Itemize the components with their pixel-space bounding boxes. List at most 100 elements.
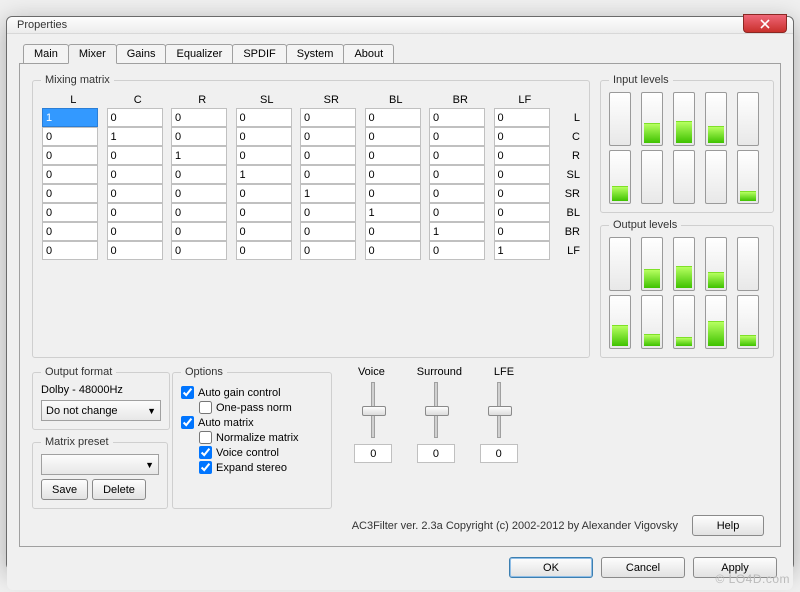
auto-gain-checkbox[interactable]: Auto gain control (181, 386, 323, 399)
matrix-cell[interactable] (429, 203, 485, 222)
delete-button[interactable]: Delete (92, 479, 146, 500)
matrix-cell[interactable] (429, 146, 485, 165)
matrix-cell[interactable] (171, 146, 227, 165)
matrix-cell[interactable] (236, 108, 292, 127)
matrix-cell[interactable] (365, 108, 421, 127)
normalize-checkbox[interactable]: Normalize matrix (199, 431, 323, 444)
tab-main[interactable]: Main (23, 44, 69, 63)
matrix-cell[interactable] (300, 146, 356, 165)
matrix-cell[interactable] (236, 165, 292, 184)
matrix-cell[interactable] (365, 127, 421, 146)
cancel-button[interactable]: Cancel (601, 557, 685, 578)
level-meter (609, 150, 631, 204)
matrix-cell[interactable] (107, 241, 163, 260)
matrix-cell[interactable] (236, 127, 292, 146)
matrix-cell[interactable] (494, 165, 550, 184)
matrix-cell[interactable] (365, 165, 421, 184)
matrix-cell[interactable] (429, 108, 485, 127)
matrix-cell[interactable] (107, 165, 163, 184)
ok-button[interactable]: OK (509, 557, 593, 578)
matrix-cell[interactable] (494, 127, 550, 146)
matrix-cell[interactable] (42, 165, 98, 184)
matrix-cell[interactable] (171, 108, 227, 127)
matrix-cell[interactable] (429, 241, 485, 260)
one-pass-checkbox[interactable]: One-pass norm (199, 401, 323, 414)
matrix-cell[interactable] (42, 222, 98, 241)
mixing-matrix-table: LCRSLSRBLBRLFLCRSLSRBLBRLF (41, 92, 581, 260)
output-format-group: Output format Dolby - 48000Hz Do not cha… (32, 366, 170, 430)
matrix-cell[interactable] (171, 203, 227, 222)
output-format-legend: Output format (41, 366, 116, 378)
matrix-cell[interactable] (107, 203, 163, 222)
matrix-cell[interactable] (494, 184, 550, 203)
matrix-cell[interactable] (42, 146, 98, 165)
matrix-cell[interactable] (171, 127, 227, 146)
matrix-cell[interactable] (107, 222, 163, 241)
level-meter (705, 150, 727, 204)
slider-value-input[interactable] (417, 444, 455, 463)
matrix-cell[interactable] (494, 108, 550, 127)
matrix-cell[interactable] (42, 108, 98, 127)
matrix-cell[interactable] (365, 222, 421, 241)
matrix-cell[interactable] (494, 146, 550, 165)
apply-button[interactable]: Apply (693, 557, 777, 578)
matrix-cell[interactable] (429, 222, 485, 241)
matrix-cell[interactable] (171, 165, 227, 184)
help-button[interactable]: Help (692, 515, 764, 536)
slider-value-input[interactable] (480, 444, 518, 463)
matrix-cell[interactable] (236, 146, 292, 165)
matrix-cell[interactable] (42, 127, 98, 146)
matrix-cell[interactable] (42, 203, 98, 222)
matrix-cell[interactable] (236, 222, 292, 241)
matrix-cell[interactable] (300, 127, 356, 146)
matrix-cell[interactable] (365, 203, 421, 222)
matrix-cell[interactable] (171, 241, 227, 260)
matrix-cell[interactable] (42, 184, 98, 203)
voice-control-checkbox[interactable]: Voice control (199, 446, 323, 459)
matrix-cell[interactable] (365, 184, 421, 203)
matrix-cell[interactable] (300, 184, 356, 203)
level-meter (737, 295, 759, 349)
slider-lfe[interactable] (475, 382, 523, 463)
matrix-cell[interactable] (42, 241, 98, 260)
slider-value-input[interactable] (354, 444, 392, 463)
matrix-cell[interactable] (171, 184, 227, 203)
slider-surround[interactable] (412, 382, 460, 463)
tab-system[interactable]: System (286, 44, 345, 63)
matrix-cell[interactable] (300, 108, 356, 127)
level-meter (737, 237, 759, 291)
matrix-cell[interactable] (171, 222, 227, 241)
matrix-cell[interactable] (236, 241, 292, 260)
output-format-combo[interactable]: Do not change ▼ (41, 400, 161, 421)
tab-spdif[interactable]: SPDIF (232, 44, 286, 63)
matrix-cell[interactable] (429, 127, 485, 146)
expand-stereo-checkbox[interactable]: Expand stereo (199, 461, 323, 474)
matrix-cell[interactable] (494, 203, 550, 222)
auto-matrix-checkbox[interactable]: Auto matrix (181, 416, 323, 429)
matrix-cell[interactable] (300, 203, 356, 222)
level-meter (705, 92, 727, 146)
matrix-cell[interactable] (300, 222, 356, 241)
matrix-cell[interactable] (494, 222, 550, 241)
matrix-cell[interactable] (300, 241, 356, 260)
matrix-cell[interactable] (365, 146, 421, 165)
matrix-cell[interactable] (236, 203, 292, 222)
matrix-cell[interactable] (107, 108, 163, 127)
matrix-cell[interactable] (107, 127, 163, 146)
matrix-cell[interactable] (107, 184, 163, 203)
tab-about[interactable]: About (343, 44, 394, 63)
matrix-cell[interactable] (494, 241, 550, 260)
save-button[interactable]: Save (41, 479, 88, 500)
tab-equalizer[interactable]: Equalizer (165, 44, 233, 63)
tab-gains[interactable]: Gains (116, 44, 167, 63)
matrix-cell[interactable] (365, 241, 421, 260)
matrix-cell[interactable] (429, 184, 485, 203)
matrix-cell[interactable] (236, 184, 292, 203)
matrix-cell[interactable] (107, 146, 163, 165)
matrix-preset-combo[interactable]: ▼ (41, 454, 159, 475)
close-button[interactable] (743, 14, 787, 33)
slider-voice[interactable] (349, 382, 397, 463)
matrix-cell[interactable] (429, 165, 485, 184)
tab-mixer[interactable]: Mixer (68, 44, 117, 64)
matrix-cell[interactable] (300, 165, 356, 184)
